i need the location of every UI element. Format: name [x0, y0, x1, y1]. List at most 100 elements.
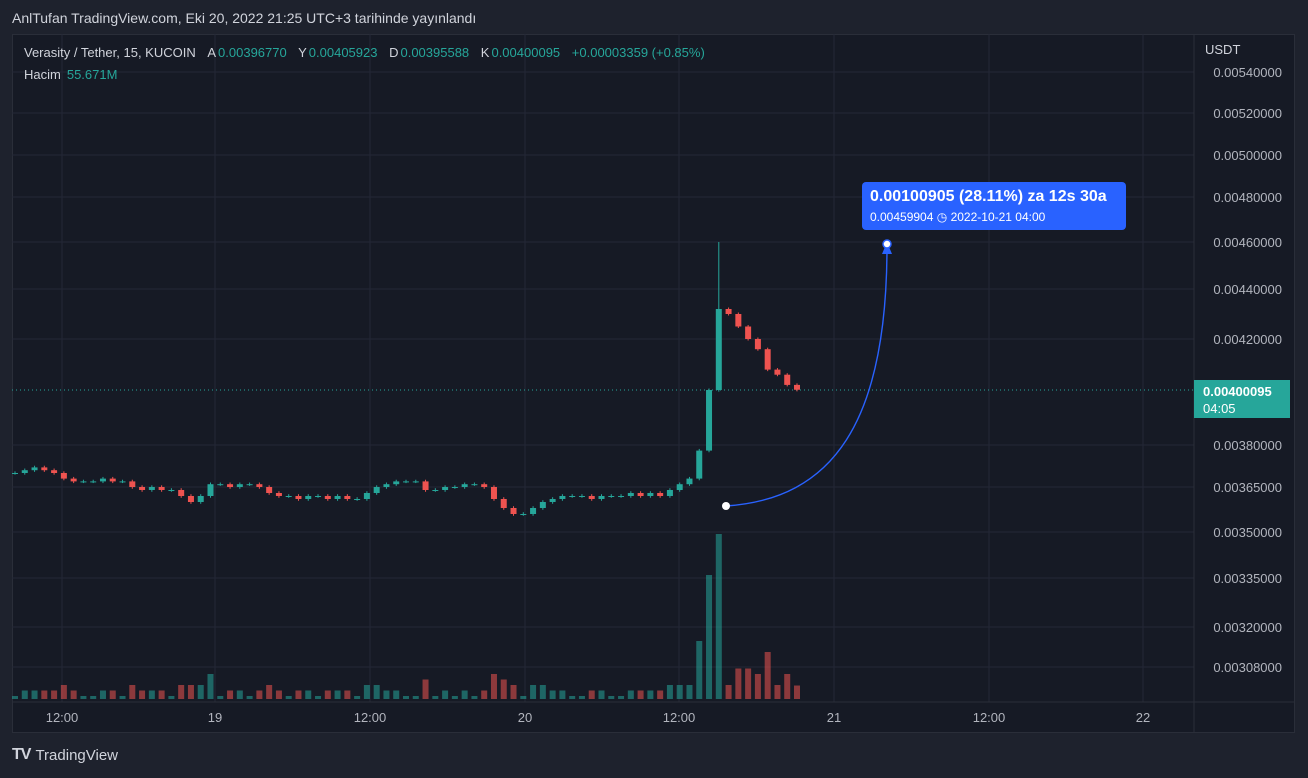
candle-body: [99, 478, 106, 482]
volume-bar: [490, 674, 497, 699]
candle-body: [168, 490, 175, 491]
candle-body: [549, 499, 556, 502]
volume-bar: [588, 690, 595, 699]
candle-body: [51, 470, 58, 473]
symbol-label[interactable]: Verasity / Tether, 15, KUCOIN: [24, 45, 196, 60]
volume-bar: [686, 685, 693, 699]
volume-bar: [109, 690, 116, 699]
volume-bar: [256, 690, 263, 699]
candle-body: [715, 309, 722, 390]
volume-bar: [60, 685, 67, 699]
candle-body: [500, 499, 507, 508]
volume-value: 55.671M: [66, 67, 118, 82]
volume-bar: [745, 668, 752, 699]
candle-body: [383, 484, 390, 487]
measure-end-handle[interactable]: [882, 239, 892, 249]
volume-bar: [315, 696, 322, 699]
candle-body: [696, 450, 703, 479]
measure-detail: 0.00459904 ◷ 2022-10-21 04:00: [870, 210, 1045, 224]
candle-body: [109, 478, 116, 482]
candle-body: [657, 493, 664, 496]
price-tick-label: 0.00520000: [1213, 106, 1282, 121]
volume-bar: [578, 696, 585, 699]
volume-bar: [246, 696, 253, 699]
bar-countdown: 04:05: [1203, 401, 1236, 416]
volume-bar: [627, 690, 634, 699]
volume-bar: [412, 696, 419, 699]
price-tick-label: 0.00540000: [1213, 65, 1282, 80]
candle-body: [432, 490, 439, 491]
candle-body: [197, 496, 204, 502]
candle-body: [530, 508, 537, 514]
change-value: +0.00003359 (+0.85%): [571, 45, 705, 60]
measure-arc: [725, 245, 888, 507]
volume-bar: [168, 696, 175, 699]
volume-bar: [99, 690, 106, 699]
candle-body: [60, 473, 67, 479]
volume-bar: [236, 690, 243, 699]
price-tick-label: 0.00380000: [1213, 438, 1282, 453]
volume-bar: [451, 696, 458, 699]
volume-bar: [569, 696, 576, 699]
time-tick-label: 12:00: [46, 710, 79, 725]
measure-target-time: 2022-10-21 04:00: [950, 210, 1046, 224]
price-chart[interactable]: 0.00540000 0.00520000 0.00500000 0.00480000…: [12, 34, 1295, 733]
candle-body: [393, 481, 400, 485]
volume-bar: [295, 690, 302, 699]
candle-body: [207, 484, 214, 496]
volume-bar: [41, 690, 48, 699]
candle-body: [31, 467, 38, 471]
candle-body: [774, 369, 781, 375]
volume-bar: [520, 696, 527, 699]
candle-body: [471, 484, 478, 486]
volume-bar: [461, 690, 468, 699]
volume-bar: [187, 685, 194, 699]
volume-bar: [90, 696, 97, 699]
clock-icon: ◷: [936, 210, 948, 224]
volume-bar: [285, 696, 292, 699]
candle-body: [256, 484, 263, 487]
measure-headline: 0.00100905 (28.11%) za 12s 30a: [870, 188, 1107, 205]
candle-body: [315, 496, 322, 497]
candle-body: [295, 496, 302, 499]
volume-legend: Hacim 55.671M: [24, 67, 117, 82]
volume-bar: [676, 685, 683, 699]
chart-frame: [12, 34, 1295, 733]
candle-body: [598, 496, 605, 499]
volume-bar: [158, 690, 165, 699]
price-tick-label: 0.00335000: [1213, 571, 1282, 586]
volume-bar: [393, 690, 400, 699]
candle-body: [129, 481, 136, 487]
candle-body: [236, 484, 243, 487]
price-tick-label: 0.00460000: [1213, 235, 1282, 250]
volume-bar: [383, 690, 390, 699]
volume-bar: [539, 685, 546, 699]
candle-body: [422, 481, 429, 490]
volume-bar: [148, 690, 155, 699]
brand-footer[interactable]: TV TradingView: [12, 746, 118, 764]
candle-body: [266, 487, 273, 493]
ohlc-legend: Verasity / Tether, 15, KUCOIN A 0.0039677…: [24, 45, 713, 60]
candle-body: [41, 467, 48, 471]
volume-bar: [500, 679, 507, 699]
time-tick-label: 12:00: [973, 710, 1006, 725]
volume-bar: [334, 690, 341, 699]
volume-bar: [227, 690, 234, 699]
candle-body: [745, 326, 752, 339]
time-tick-label: 12:00: [354, 710, 387, 725]
measure-target-price: 0.00459904: [870, 210, 934, 224]
volume-bar: [139, 690, 146, 699]
volume-bar: [764, 652, 771, 699]
candle-body: [21, 470, 28, 473]
tradingview-logo-icon: TV: [12, 746, 31, 763]
close-value: 0.00400095: [491, 45, 561, 60]
volume-bar: [80, 696, 87, 699]
volume-bar: [422, 679, 429, 699]
candle-body: [227, 484, 234, 487]
time-tick-label: 19: [208, 710, 222, 725]
volume-bar: [373, 685, 380, 699]
price-tick-label: 0.00420000: [1213, 332, 1282, 347]
candle-body: [647, 493, 654, 496]
volume-bar: [598, 690, 605, 699]
measure-start-handle[interactable]: [722, 502, 730, 510]
